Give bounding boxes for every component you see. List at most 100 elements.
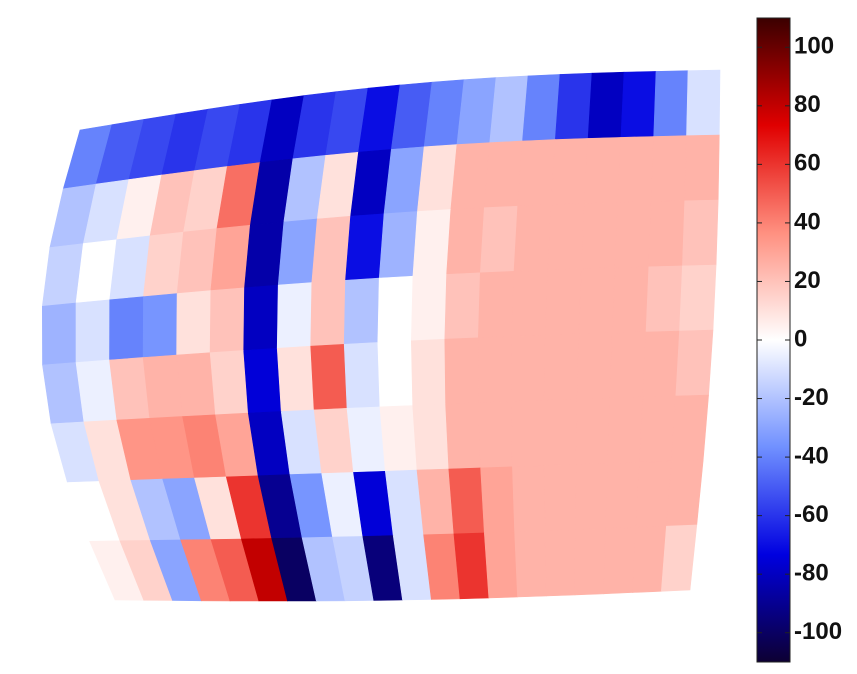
colorbar-tick-label: 40	[794, 208, 821, 235]
heatmap-cell	[605, 461, 640, 529]
heatmap-cell	[209, 350, 249, 416]
colorbar-tick-label: -80	[794, 560, 829, 587]
heatmap-cell	[574, 528, 607, 596]
heatmap-cell	[682, 199, 719, 267]
heatmap-cell	[276, 282, 313, 349]
heatmap-cell	[620, 71, 657, 138]
heatmap-cell	[176, 352, 216, 417]
heatmap-cell	[444, 337, 479, 405]
heatmap-cell	[587, 71, 625, 139]
heatmap-cell	[543, 333, 580, 401]
heatmap-cell	[576, 332, 613, 400]
heatmap-cell	[671, 394, 709, 462]
heatmap-cell	[511, 334, 546, 402]
heatmap-cell	[522, 74, 561, 142]
heatmap-cell	[142, 293, 178, 358]
heatmap-cell	[109, 296, 144, 361]
heatmap-cell	[311, 215, 351, 283]
heatmap-cell	[547, 203, 585, 271]
heatmap-cell	[410, 274, 447, 342]
heatmap-cell	[684, 134, 720, 202]
heatmap-cell	[512, 465, 546, 533]
heatmap-cell	[450, 142, 491, 210]
heatmap-cell	[41, 302, 77, 366]
heatmap-cell	[477, 336, 513, 404]
heatmap-cell	[412, 403, 450, 471]
heatmap-cell	[489, 75, 529, 144]
colorbar-tick-label: -100	[794, 618, 842, 645]
heatmap-cell	[653, 70, 689, 137]
heatmap-cell	[176, 290, 212, 356]
heatmap-cell	[666, 459, 704, 527]
colorbar-tick-label: -60	[794, 501, 829, 528]
heatmap-cell	[277, 218, 318, 286]
heatmap-cell	[310, 343, 348, 411]
heatmap-cell	[209, 287, 245, 354]
heatmap-cell	[575, 397, 611, 465]
heatmap-cell	[346, 406, 386, 473]
heatmap-cell	[483, 140, 523, 209]
heatmap-cell	[648, 200, 686, 268]
heatmap-cell	[412, 209, 452, 277]
heatmap-cell	[642, 330, 680, 398]
heatmap-cell	[635, 460, 672, 528]
heatmap-cell	[445, 402, 481, 470]
colorbar-tick-label: 0	[794, 325, 807, 352]
heatmap-cell	[417, 144, 458, 212]
heatmap-cell	[584, 137, 622, 204]
heatmap-cell	[310, 279, 346, 347]
heatmap-cell	[543, 464, 577, 532]
heatmap-cell	[478, 401, 513, 469]
colorbar-tick-label: 80	[794, 91, 821, 118]
heatmap-cell	[109, 357, 151, 421]
heatmap-cell	[679, 264, 717, 332]
heatmap-cell	[416, 468, 455, 536]
heatmap-cell	[345, 213, 385, 281]
heatmap-cell	[632, 525, 667, 593]
colorbar-tick-label: -20	[794, 384, 829, 411]
heatmap-cell	[446, 207, 485, 275]
heatmap-cell	[545, 268, 582, 336]
heatmap-cell	[244, 221, 285, 289]
heatmap-cell	[612, 266, 650, 334]
heatmap-cell	[479, 205, 519, 274]
heatmap-cell	[614, 201, 652, 269]
heatmap-cell	[578, 267, 616, 335]
heatmap-cell	[511, 400, 545, 468]
heatmap-cell	[276, 345, 315, 412]
heatmap-cell	[645, 265, 683, 333]
heatmap-cell	[379, 405, 418, 472]
heatmap-cell	[617, 136, 655, 203]
heatmap-cell	[343, 277, 380, 345]
heatmap-cell	[377, 275, 414, 343]
heatmap-cell	[514, 530, 547, 598]
field	[41, 69, 721, 602]
heatmap-cell	[607, 396, 644, 464]
heatmap-cell	[581, 202, 619, 270]
heatmap-cell	[448, 467, 485, 535]
heatmap-cell	[410, 338, 446, 406]
heatmap-cell	[378, 211, 418, 279]
heatmap-cell	[453, 532, 490, 600]
heatmap-cell	[176, 228, 218, 294]
colorbar-group: -100 -80 -60 -40 -20 0 20 40 60 80 100	[756, 17, 842, 663]
heatmap-cell	[243, 347, 282, 414]
colorbar-tick-label: 100	[794, 33, 834, 60]
heatmap-cell	[511, 269, 549, 337]
colorbar-tick-label: -40	[794, 442, 829, 469]
heatmap-cell	[480, 466, 515, 534]
heatmap-cell	[543, 398, 578, 466]
heatmap-cell	[554, 72, 593, 140]
heatmap-cell	[210, 224, 251, 291]
heatmap-cell	[550, 138, 589, 206]
colorbar-tick-label: 60	[794, 150, 821, 177]
heatmap-cell	[660, 524, 698, 592]
heatmap-cell	[243, 284, 279, 351]
heatmap-cell	[544, 529, 576, 597]
heatmap-cell	[477, 270, 515, 339]
heatmap-cell	[483, 531, 518, 599]
heatmap-cell	[517, 139, 556, 207]
heatmap-cell	[686, 69, 721, 137]
